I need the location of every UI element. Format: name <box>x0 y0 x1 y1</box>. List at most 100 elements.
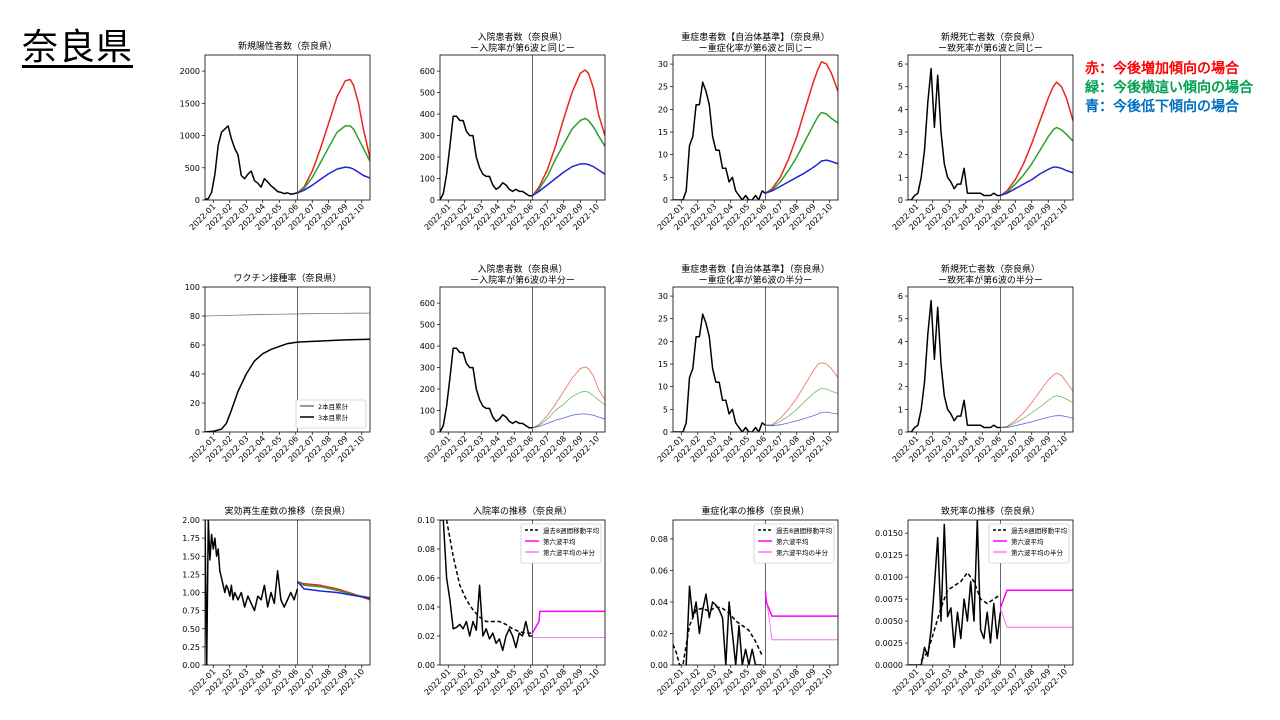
legend-label: 第六波平均 <box>776 537 809 546</box>
legend-label: 2本目累計 <box>318 402 349 411</box>
chart-panel-11: 重症化率の推移（奈良県）0.000.020.040.060.082022-012… <box>650 505 839 697</box>
chart-panel-3: 重症患者数【自治体基準】（奈良県）ー重症化率が第6波と同じー 0 5 10 15 20 25… <box>656 31 839 232</box>
y-tick-label: 1500 <box>180 99 200 108</box>
plot-frame <box>439 54 606 201</box>
y-tick-label: 0.04 <box>417 603 435 612</box>
y-tick-label: 2000 <box>180 67 200 76</box>
y-tick-label: 2.00 <box>182 516 200 525</box>
y-tick-label: 0.00 <box>417 661 435 670</box>
series-green <box>765 111 838 194</box>
page-title: 奈良県 <box>22 27 134 68</box>
legend-label: 第六波平均 <box>543 537 576 546</box>
series-green <box>1000 126 1073 197</box>
legend-label: 過去8週間移動平均 <box>776 526 833 535</box>
chart-title: 重症患者数【自治体基準】（奈良県） <box>681 263 830 275</box>
y-tick-label: 0.0025 <box>875 639 903 648</box>
y-tick-label: 500 <box>420 89 435 98</box>
series-actual <box>908 67 1001 200</box>
series-red <box>765 362 838 426</box>
chart-panel-1: 新規陽性者数（奈良県）05001000150020002022-012022-0… <box>180 40 371 232</box>
y-tick-label: 2 <box>898 151 903 160</box>
plot-frame <box>204 286 371 433</box>
y-tick-label: 1.25 <box>182 570 200 579</box>
series-actual <box>908 520 1002 665</box>
series-green <box>296 125 370 194</box>
y-tick-label: 300 <box>420 132 435 141</box>
y-tick-label: 0.50 <box>182 625 200 634</box>
y-tick-label: 0.0100 <box>875 573 903 582</box>
series-blue <box>297 166 370 194</box>
y-tick-label: 0.02 <box>417 632 435 641</box>
y-tick-label: 0.0075 <box>875 595 903 604</box>
y-tick-label: 3 <box>898 360 903 369</box>
plot-frame <box>672 286 839 433</box>
note-red: 赤：今後増加傾向の場合 <box>1085 61 1239 77</box>
chart-title: 重症患者数【自治体基準】（奈良県） <box>681 31 830 43</box>
series-actual <box>440 520 533 652</box>
y-tick-label: 20 <box>658 337 668 346</box>
series-green <box>531 117 605 197</box>
legend-label: 第六波平均の半分 <box>1011 548 1064 557</box>
plot-frame <box>204 54 371 201</box>
series-blue <box>765 159 838 194</box>
series-actual <box>908 299 1001 432</box>
series-actual <box>205 520 299 665</box>
series-red <box>764 61 838 194</box>
series-actual <box>205 125 298 200</box>
chart-title: 重症化率の推移（奈良県） <box>701 505 809 517</box>
y-tick-label: 600 <box>420 67 435 76</box>
plot-area <box>673 313 838 432</box>
y-tick-label: 1.50 <box>182 552 200 561</box>
plot-area <box>205 312 370 432</box>
series-wave6half <box>1000 607 1073 628</box>
series-green <box>1000 395 1073 428</box>
y-tick-label: 0.08 <box>417 545 435 554</box>
series-blue <box>1000 166 1073 197</box>
plot-frame <box>907 286 1074 433</box>
legend: 2本目累計 3本目累計 <box>295 399 367 429</box>
series-blue <box>532 413 605 429</box>
chart-title: 入院患者数（奈良県） <box>477 263 567 275</box>
chart-title: ワクチン接種率（奈良県） <box>233 272 341 284</box>
y-tick-label: 5 <box>898 315 903 324</box>
chart-subtitle: ー入院率が第6波と同じー <box>470 42 575 54</box>
plot-area <box>205 78 370 200</box>
chart-subtitle: ー致死率が第6波の半分ー <box>938 274 1043 286</box>
y-tick-label: 0.0050 <box>875 617 903 626</box>
y-tick-label: 1.75 <box>182 534 200 543</box>
y-tick-label: 0.00 <box>182 661 200 670</box>
chart-title: 入院患者数（奈良県） <box>477 31 567 43</box>
plot-area <box>908 520 1073 665</box>
series-actual <box>673 81 766 200</box>
y-tick-label: 1 <box>898 173 903 182</box>
series-actual <box>440 347 533 432</box>
chart-title: 新規死亡者数（奈良県） <box>941 31 1040 43</box>
y-tick-label: 60 <box>190 341 200 350</box>
plot-frame <box>907 519 1074 666</box>
y-tick-label: 4 <box>898 105 903 114</box>
y-tick-label: 30 <box>658 60 668 69</box>
series-blue <box>296 581 370 600</box>
legend-box <box>988 523 1070 564</box>
series-red <box>296 78 370 194</box>
y-tick-label: 0 <box>195 428 200 437</box>
series-wave6half <box>765 590 838 641</box>
chart-panel-4: 新規死亡者数（奈良県）ー致死率が第6波と同じー01234562022-01202… <box>891 31 1074 232</box>
y-tick-label: 0.0125 <box>875 551 903 560</box>
chart-subtitle: ー重症化率が第6波と同じー <box>699 42 813 54</box>
y-tick-label: 0 <box>898 196 903 205</box>
y-tick-label: 0.10 <box>417 516 435 525</box>
y-tick-label: 100 <box>420 407 435 416</box>
plot-frame <box>439 286 606 433</box>
y-tick-label: 300 <box>420 364 435 373</box>
y-tick-label: 0.06 <box>650 566 668 575</box>
plot-area <box>908 299 1073 432</box>
y-tick-label: 0 <box>195 196 200 205</box>
series-red <box>1000 372 1073 428</box>
y-tick-label: 10 <box>658 151 668 160</box>
chart-panel-8: 新規死亡者数（奈良県）ー致死率が第6波の半分ー01234562022-01202… <box>891 263 1074 464</box>
y-tick-label: 1000 <box>180 132 200 141</box>
